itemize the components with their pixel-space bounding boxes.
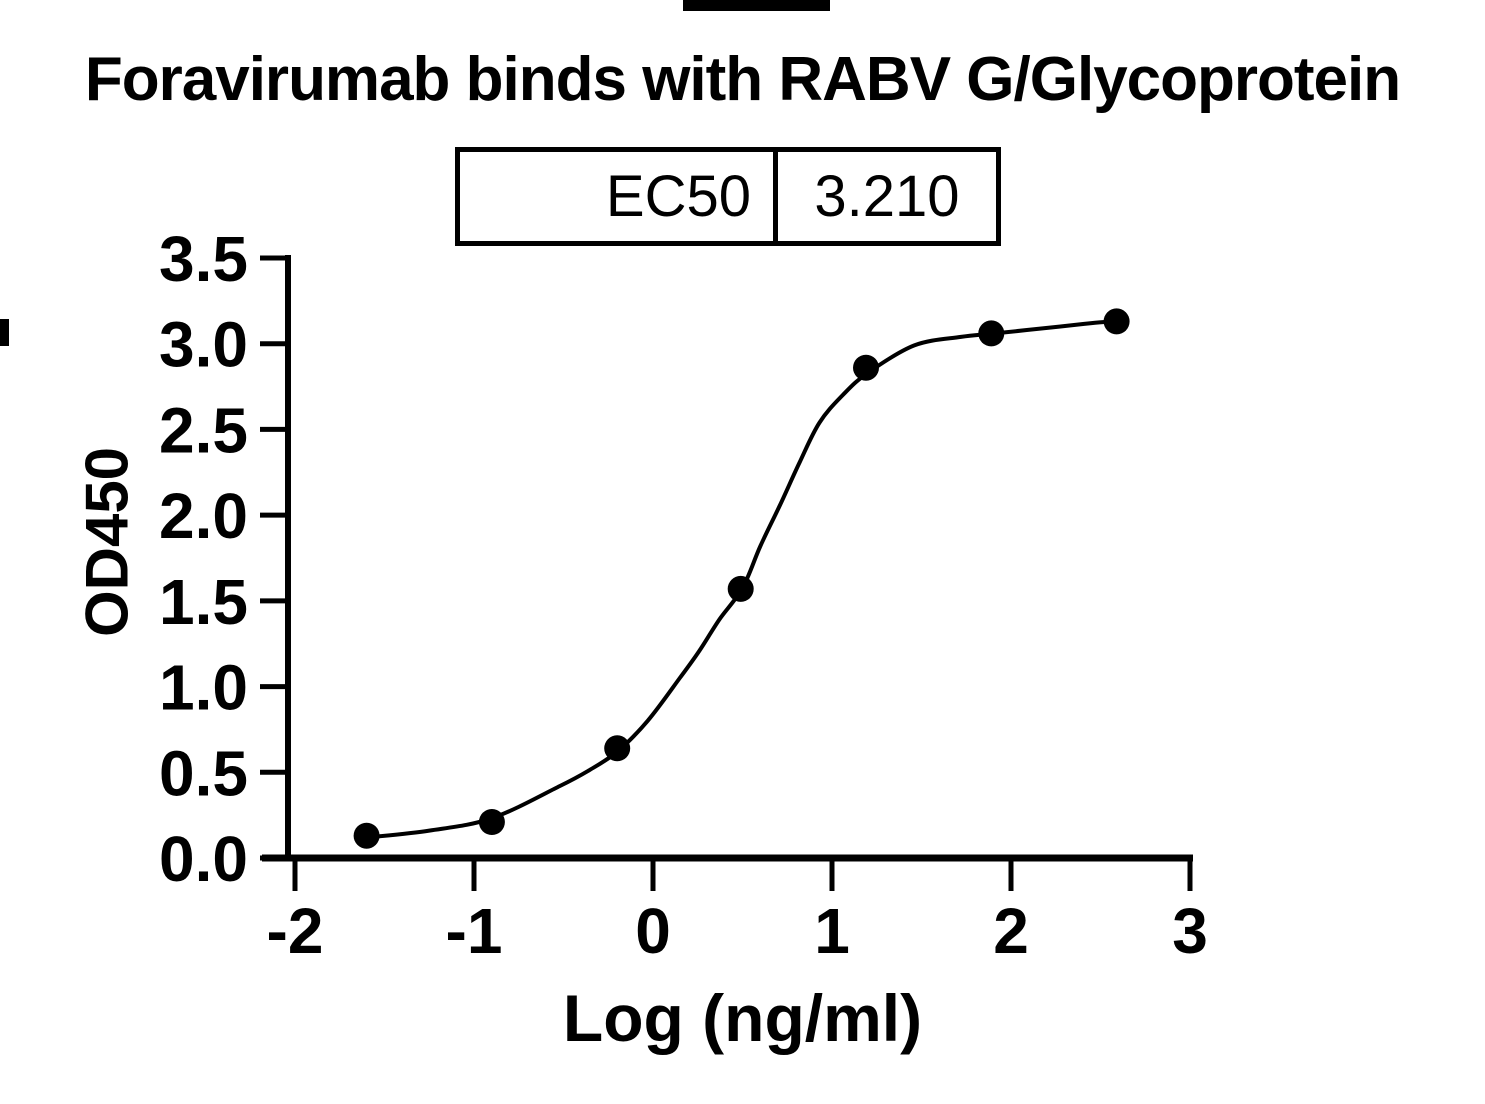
y-tick-label: 3.0 <box>159 309 248 381</box>
data-point <box>1103 308 1130 335</box>
ec50-table: EC50 3.210 <box>455 147 1001 246</box>
y-tick-label: 3.5 <box>159 223 248 295</box>
ec50-table-label: EC50 <box>460 152 778 241</box>
x-tick-label: 1 <box>814 895 850 967</box>
chart-title: Foravirumab binds with RABV G/Glycoprote… <box>84 45 1401 114</box>
data-point <box>353 822 380 849</box>
top-edge-artifact <box>683 0 830 11</box>
data-point <box>853 354 879 381</box>
x-tick-label: 0 <box>635 895 671 967</box>
data-point <box>604 735 631 762</box>
y-tick-label: 2.5 <box>159 394 248 466</box>
data-point <box>478 809 505 835</box>
y-tick-label: 1.0 <box>159 652 248 724</box>
ec50-table-value: 3.210 <box>814 164 960 229</box>
x-tick-label: -1 <box>446 895 503 967</box>
x-tick-label: -2 <box>267 895 324 967</box>
y-tick-label: 0.5 <box>159 737 248 809</box>
y-tick-label: 2.0 <box>159 480 248 552</box>
data-point <box>978 320 1005 347</box>
x-axis-title: Log (ng/ml) <box>562 981 923 1055</box>
left-edge-artifact <box>0 319 9 346</box>
fit-curve <box>361 318 1121 840</box>
data-point <box>727 575 754 602</box>
x-tick-label: 2 <box>993 895 1029 967</box>
y-tick-label: 0.0 <box>159 823 248 895</box>
y-tick-label: 1.5 <box>159 566 248 638</box>
x-tick-label: 3 <box>1172 895 1208 967</box>
